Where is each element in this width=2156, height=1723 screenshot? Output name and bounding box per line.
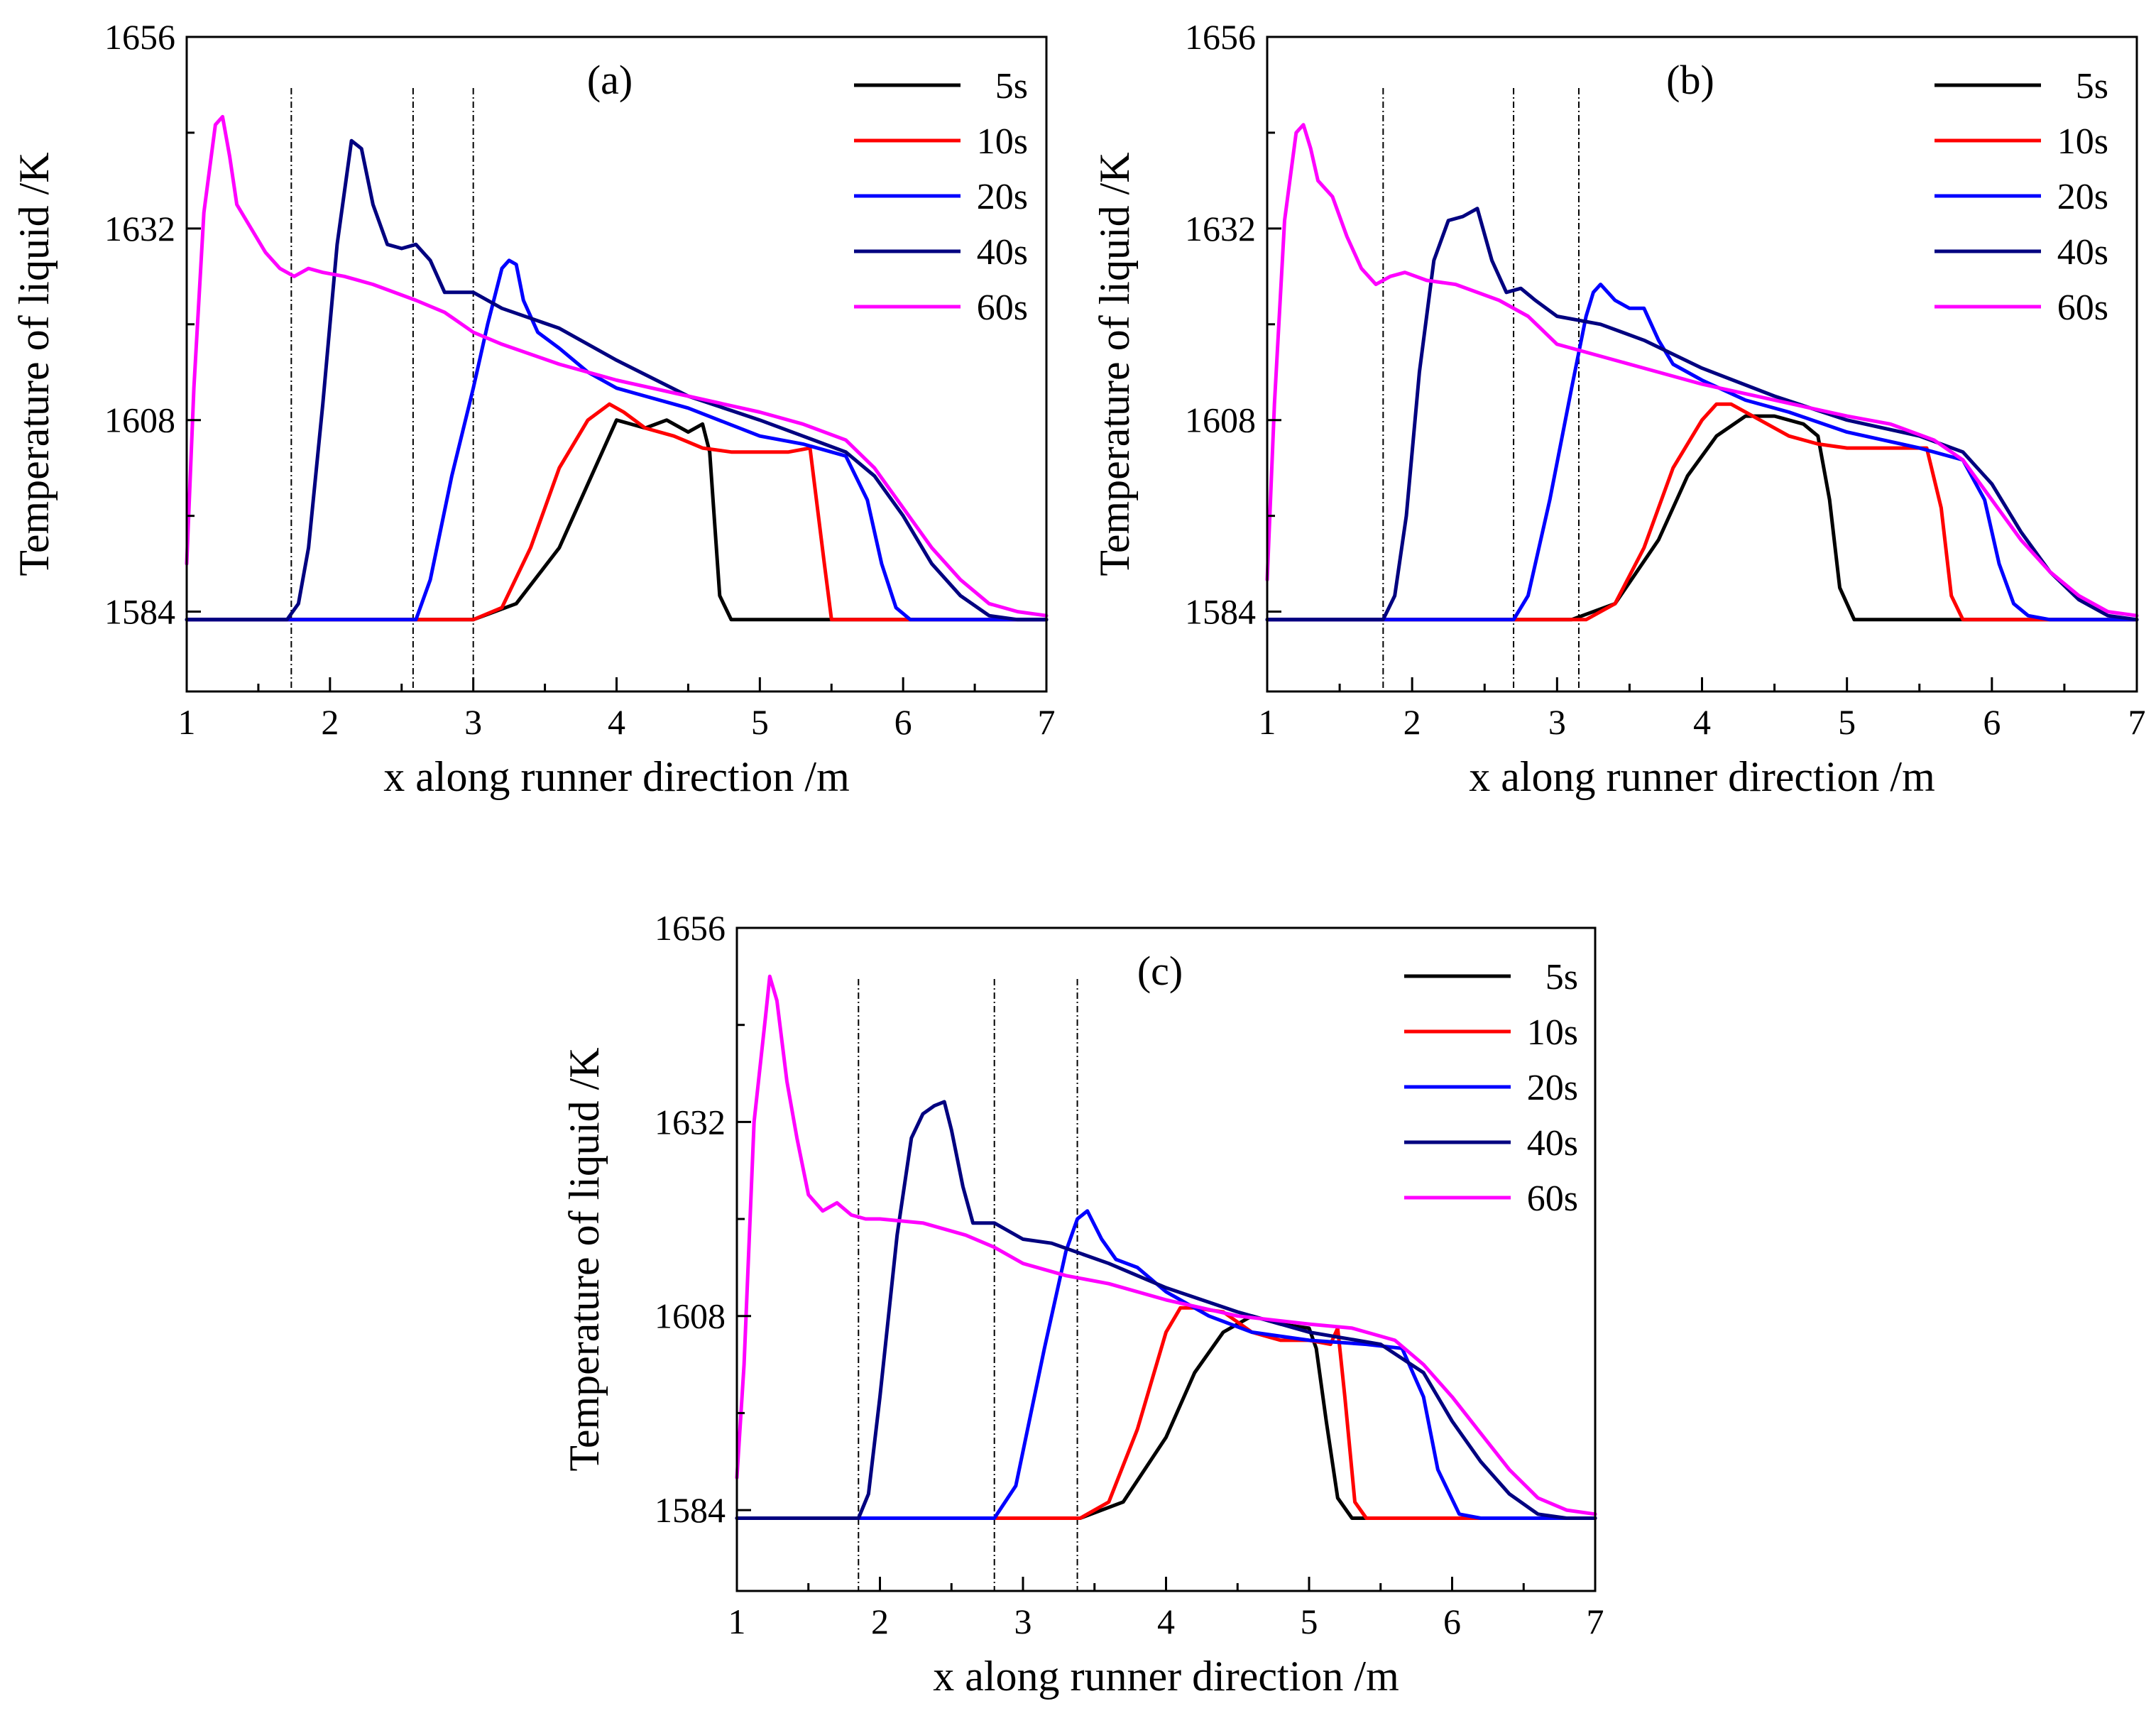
- y-tick-label: 1584: [104, 592, 175, 632]
- series-line-10s: [1265, 402, 2139, 622]
- legend-label-10s: 10s: [977, 121, 1028, 162]
- x-tick-label: 4: [608, 702, 625, 742]
- x-tick-label: 3: [1548, 702, 1566, 742]
- x-tick-label: 5: [751, 702, 769, 742]
- series-line-20s: [735, 1209, 1597, 1520]
- x-axis-label: x along runner direction /m: [1469, 753, 1935, 800]
- chart-panel-a: 1 2 3 4 5 6 7 1584 1608 1632 1656 x along runner di…: [11, 17, 1056, 800]
- y-tick-label: 1584: [1185, 592, 1256, 632]
- x-tick-label: 7: [2128, 702, 2146, 742]
- x-tick-label: 6: [894, 702, 912, 742]
- y-tick-label: 1608: [1185, 400, 1256, 440]
- legend-label-40s: 40s: [977, 232, 1028, 273]
- x-tick-label: 1: [728, 1602, 746, 1641]
- y-tick-label: 1608: [104, 400, 175, 440]
- y-axis-label: Temperature of liquid /K: [11, 152, 58, 576]
- x-tick-label: 2: [871, 1602, 889, 1641]
- x-tick-label: 5: [1838, 702, 1856, 742]
- plot-frame: [1266, 35, 2138, 693]
- x-tick-label: 5: [1301, 1602, 1318, 1641]
- legend-label-10s: 10s: [1527, 1012, 1578, 1053]
- y-axis-label: Temperature of liquid /K: [561, 1047, 608, 1471]
- x-tick-label: 1: [1259, 702, 1276, 742]
- chart-panel-b: 1 2 3 4 5 6 7 1584 1608 1632 1656 x along runner di…: [1091, 17, 2146, 800]
- x-axis-label: x along runner direction /m: [933, 1653, 1399, 1700]
- panel-title: (c): [1137, 948, 1183, 994]
- series-line-60s: [185, 114, 1049, 618]
- panel-title: (b): [1666, 57, 1714, 103]
- y-tick-label: 1584: [655, 1490, 726, 1530]
- legend-label-10s: 10s: [2057, 121, 2108, 162]
- x-tick-label: 1: [178, 702, 196, 742]
- x-tick-label: 3: [464, 702, 482, 742]
- y-tick-label: 1656: [1185, 17, 1256, 57]
- x-tick-label: 4: [1693, 702, 1711, 742]
- x-tick-label: 3: [1014, 1602, 1032, 1641]
- legend-label-20s: 20s: [2057, 177, 2108, 217]
- legend-label-5s: 5s: [1545, 957, 1578, 997]
- legend-label-40s: 40s: [1527, 1123, 1578, 1164]
- series-line-40s: [185, 138, 1049, 622]
- series-line-60s: [1265, 123, 2139, 618]
- legend-label-40s: 40s: [2057, 232, 2108, 273]
- legend-label-5s: 5s: [995, 66, 1028, 106]
- chart-panel-c: 1 2 3 4 5 6 7 1584 1608 1632 1656 x along runner di…: [561, 908, 1604, 1700]
- legend-label-60s: 60s: [2057, 288, 2108, 328]
- legend-label-20s: 20s: [977, 177, 1028, 217]
- x-tick-label: 7: [1587, 1602, 1604, 1641]
- x-tick-label: 6: [1983, 702, 2001, 742]
- x-axis-label: x along runner direction /m: [383, 753, 849, 800]
- x-tick-label: 6: [1443, 1602, 1461, 1641]
- series-line-20s: [185, 258, 1049, 622]
- series-line-40s: [1265, 207, 2139, 622]
- x-tick-label: 4: [1157, 1602, 1175, 1641]
- legend-label-20s: 20s: [1527, 1068, 1578, 1108]
- series-line-10s: [185, 402, 1049, 622]
- series-line-60s: [735, 974, 1597, 1516]
- y-tick-label: 1632: [1185, 209, 1256, 248]
- x-tick-label: 2: [1403, 702, 1421, 742]
- panel-title: (a): [587, 57, 633, 103]
- series-line-40s: [735, 1100, 1597, 1520]
- y-tick-label: 1656: [104, 17, 175, 57]
- y-tick-label: 1632: [104, 209, 175, 248]
- y-tick-label: 1608: [655, 1296, 726, 1336]
- y-axis-label: Temperature of liquid /K: [1091, 152, 1138, 576]
- x-tick-label: 7: [1038, 702, 1056, 742]
- series-line-5s: [1265, 414, 2139, 622]
- series-line-5s: [185, 418, 1049, 622]
- legend-label-5s: 5s: [2076, 66, 2108, 106]
- y-tick-label: 1632: [655, 1102, 726, 1142]
- x-tick-label: 2: [321, 702, 339, 742]
- plot-frame: [185, 35, 1048, 693]
- y-tick-label: 1656: [655, 908, 726, 948]
- legend-label-60s: 60s: [977, 288, 1028, 328]
- series-line-20s: [1265, 283, 2139, 622]
- legend-label-60s: 60s: [1527, 1178, 1578, 1219]
- plot-frame: [735, 926, 1597, 1592]
